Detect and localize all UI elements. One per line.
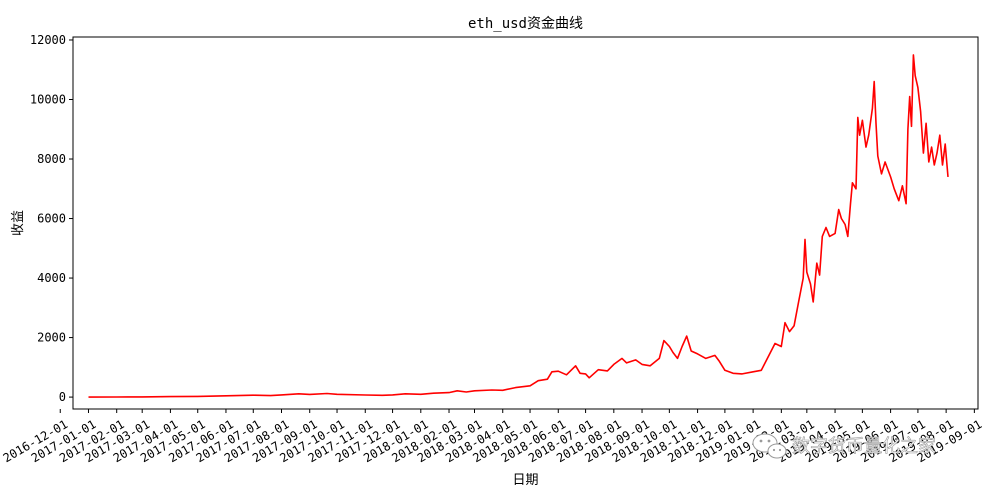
wechat-logo-icon <box>752 433 787 459</box>
y-tick-label: 2000 <box>37 331 66 345</box>
y-tick-label: 0 <box>59 390 66 404</box>
y-tick-label: 6000 <box>37 212 66 226</box>
y-axis: 0 2000 4000 6000 8000 10000 12000 <box>30 33 73 404</box>
y-tick-label: 8000 <box>37 152 66 166</box>
plot-frame <box>72 36 979 410</box>
y-tick-label: 12000 <box>30 33 66 47</box>
series-line-0 <box>88 54 949 398</box>
y-tick-label: 10000 <box>30 92 66 106</box>
y-tick-label: 4000 <box>37 271 66 285</box>
plot-area <box>72 36 979 410</box>
x-axis: 2016-12-012017-01-012017-02-012017-03-01… <box>1 409 984 465</box>
watermark-text: 数字货币量化之家 <box>792 436 936 457</box>
x-axis-label: 日期 <box>512 473 538 488</box>
y-axis-label: 收益 <box>11 210 26 236</box>
watermark: 数字货币量化之家 <box>752 433 936 459</box>
chart-title: eth_usd资金曲线 <box>468 16 583 32</box>
